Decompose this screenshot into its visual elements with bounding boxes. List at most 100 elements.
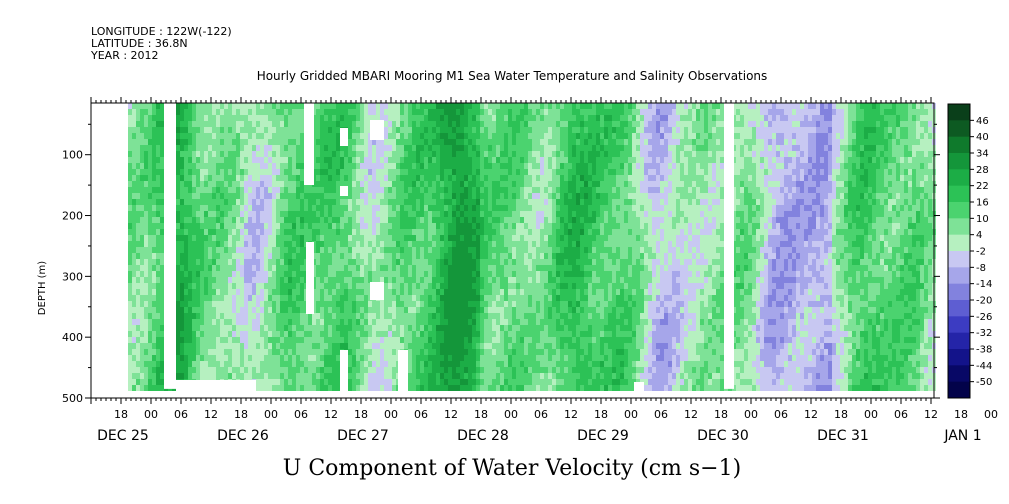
heatmap-cell xyxy=(288,235,292,241)
heatmap-cell xyxy=(428,187,432,193)
heatmap-cell xyxy=(420,283,424,289)
heatmap-cell xyxy=(356,193,360,199)
heatmap-cell xyxy=(292,295,296,301)
heatmap-cell xyxy=(336,229,340,235)
heatmap-cell xyxy=(208,277,212,283)
heatmap-cell xyxy=(468,337,472,343)
heatmap-cell xyxy=(332,235,336,241)
heatmap-cell xyxy=(260,145,264,151)
heatmap-cell xyxy=(452,295,456,301)
heatmap-cell xyxy=(204,205,208,211)
heatmap-cell xyxy=(476,259,480,265)
heatmap-cell xyxy=(272,145,276,151)
heatmap-cell xyxy=(264,109,268,115)
heatmap-cell xyxy=(252,301,256,307)
heatmap-cell xyxy=(148,301,152,307)
heatmap-cell xyxy=(260,385,264,391)
heatmap-cell xyxy=(308,235,312,241)
heatmap-cell xyxy=(176,187,180,193)
heatmap-cell xyxy=(176,343,180,349)
heatmap-cell xyxy=(196,325,200,331)
heatmap-cell xyxy=(332,211,336,217)
heatmap-cell xyxy=(380,265,384,271)
heatmap-cell xyxy=(376,235,380,241)
heatmap-cell xyxy=(492,163,496,169)
heatmap-cell xyxy=(356,277,360,283)
heatmap-cell xyxy=(516,337,520,343)
heatmap-cell xyxy=(376,175,380,181)
heatmap-cell xyxy=(236,277,240,283)
heatmap-cell xyxy=(244,223,248,229)
heatmap-cell xyxy=(332,169,336,175)
heatmap-cell xyxy=(368,199,372,205)
heatmap-cell xyxy=(528,289,532,295)
heatmap-cell xyxy=(312,373,316,379)
heatmap-cell xyxy=(364,103,368,109)
heatmap-cell xyxy=(152,181,156,187)
heatmap-cell xyxy=(412,133,416,139)
heatmap-cell xyxy=(364,127,368,133)
heatmap-cell xyxy=(224,169,228,175)
heatmap-cell xyxy=(428,271,432,277)
heatmap-cell xyxy=(380,301,384,307)
heatmap-cell xyxy=(304,319,308,325)
heatmap-cell xyxy=(216,229,220,235)
heatmap-cell xyxy=(216,139,220,145)
heatmap-cell xyxy=(500,115,504,121)
heatmap-cell xyxy=(216,157,220,163)
heatmap-cell xyxy=(484,373,488,379)
heatmap-cell xyxy=(396,169,400,175)
heatmap-cell xyxy=(192,367,196,373)
heatmap-cell xyxy=(380,277,384,283)
heatmap-cell xyxy=(472,127,476,133)
heatmap-cell xyxy=(156,331,160,337)
heatmap-cell xyxy=(180,247,184,253)
heatmap-cell xyxy=(316,253,320,259)
heatmap-cell xyxy=(196,127,200,133)
heatmap-cell xyxy=(528,157,532,163)
heatmap-cell xyxy=(260,211,264,217)
heatmap-cell xyxy=(428,199,432,205)
heatmap-cell xyxy=(404,115,408,121)
heatmap-cell xyxy=(416,349,420,355)
heatmap-cell xyxy=(332,307,336,313)
heatmap-cell xyxy=(516,307,520,313)
heatmap-cell xyxy=(272,349,276,355)
heatmap-cell xyxy=(192,199,196,205)
heatmap-cell xyxy=(300,277,304,283)
heatmap-cell xyxy=(212,133,216,139)
heatmap-cell xyxy=(240,139,244,145)
heatmap-cell xyxy=(540,139,544,145)
heatmap-cell xyxy=(456,169,460,175)
heatmap-cell xyxy=(488,349,492,355)
heatmap-cell xyxy=(156,133,160,139)
heatmap-cell xyxy=(284,211,288,217)
heatmap-cell xyxy=(148,343,152,349)
heatmap-cell xyxy=(416,355,420,361)
heatmap-cell xyxy=(300,295,304,301)
heatmap-cell xyxy=(468,121,472,127)
heatmap-cell xyxy=(232,193,236,199)
heatmap-cell xyxy=(212,109,216,115)
heatmap-cell xyxy=(352,367,356,373)
heatmap-cell xyxy=(132,169,136,175)
heatmap-cell xyxy=(536,331,540,337)
heatmap-cell xyxy=(176,169,180,175)
heatmap-cell xyxy=(348,223,352,229)
heatmap-cell xyxy=(260,169,264,175)
heatmap-cell xyxy=(488,145,492,151)
heatmap-cell xyxy=(280,343,284,349)
heatmap-cell xyxy=(292,325,296,331)
heatmap-cell xyxy=(388,103,392,109)
heatmap-cell xyxy=(324,127,328,133)
heatmap-cell xyxy=(476,283,480,289)
heatmap-cell xyxy=(492,385,496,391)
heatmap-cell xyxy=(264,265,268,271)
heatmap-cell xyxy=(260,277,264,283)
heatmap-cell xyxy=(364,199,368,205)
heatmap-cell xyxy=(268,133,272,139)
heatmap-cell xyxy=(160,187,164,193)
heatmap-cell xyxy=(392,301,396,307)
heatmap-cell xyxy=(228,133,232,139)
heatmap-cell xyxy=(332,205,336,211)
